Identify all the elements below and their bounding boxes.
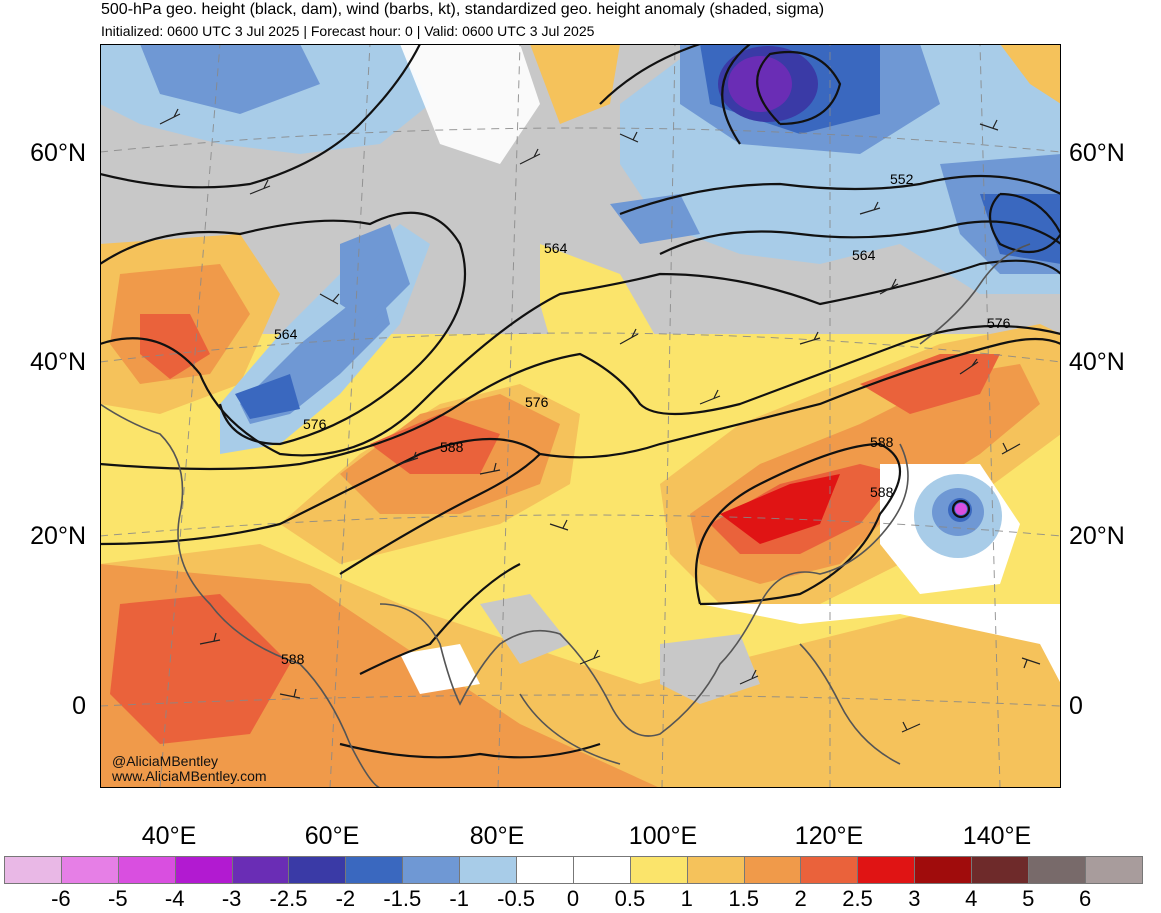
- lon-label: 140°E: [962, 822, 1032, 850]
- colorbar-swatch: [857, 856, 916, 884]
- contour-label: 588: [870, 434, 894, 450]
- lon-label: 40°E: [141, 822, 197, 850]
- lon-label: 60°E: [304, 822, 360, 850]
- colorbar-tick-label: -5: [108, 886, 128, 911]
- colorbar-swatch: [743, 856, 802, 884]
- credit-website: www.AliciaMBentley.com: [112, 768, 267, 784]
- contour-label: 576: [303, 416, 327, 432]
- colorbar-swatch: [4, 856, 62, 884]
- lat-label-right: 0: [1069, 692, 1083, 720]
- colorbar-tick-label: -0.5: [497, 886, 536, 911]
- colorbar-tick-label: -1: [449, 886, 469, 911]
- colorbar-swatch: [800, 856, 859, 884]
- colorbar-tick-label: 6: [1078, 886, 1092, 911]
- colorbar-swatch: [174, 856, 233, 884]
- contour-label: 576: [987, 315, 1011, 331]
- colorbar-tick-label: -2: [335, 886, 356, 911]
- colorbar-tick-label: -4: [164, 886, 185, 911]
- lat-label-right: 40°N: [1069, 348, 1125, 376]
- colorbar-tick-label: -3: [221, 886, 242, 911]
- lat-label-left: 40°N: [30, 348, 86, 376]
- lat-label-right: 60°N: [1069, 139, 1125, 167]
- colorbar-swatch: [345, 856, 404, 884]
- colorbar-swatch: [572, 856, 631, 884]
- lat-label-left: 20°N: [30, 522, 86, 550]
- contour-label: 588: [870, 484, 894, 500]
- lat-label-left: 60°N: [30, 139, 86, 167]
- contour-label: 564: [852, 247, 876, 263]
- colorbar-swatch: [516, 856, 574, 884]
- colorbar-tick-label: 0.5: [614, 886, 646, 911]
- chart-title: 500-hPa geo. height (black, dam), wind (…: [101, 1, 825, 18]
- colorbar-tick-label: 0: [566, 886, 580, 911]
- lon-label: 120°E: [794, 822, 864, 850]
- colorbar-tick-label: -1.5: [383, 886, 422, 911]
- graticule: [100, 44, 1061, 788]
- colorbar-tick-label: 2: [794, 886, 807, 911]
- credit-handle: @AliciaMBentley: [112, 753, 219, 769]
- wind-barbs: [159, 108, 1041, 733]
- colorbar-swatch: [1084, 856, 1143, 884]
- colorbar-tick-label: 1.5: [728, 886, 759, 911]
- colorbar: [4, 856, 1143, 884]
- colorbar-swatch: [914, 856, 973, 884]
- map-border: [100, 44, 1061, 788]
- contour-label: 552: [890, 171, 914, 187]
- colorbar-ticks: -6 -5 -4 -3 -2.5 -2 -1.5 -1 -0.5 0 0.5 1 1.5 2 2.5 3 4 5 6: [0, 886, 1161, 912]
- contour-label: 564: [274, 326, 298, 342]
- colorbar-swatch: [459, 856, 518, 884]
- coastlines: [100, 243, 1031, 788]
- colorbar-tick-label: 3: [908, 886, 921, 911]
- colorbar-swatch: [686, 856, 745, 884]
- height-contours: [100, 44, 1061, 759]
- lat-label-right: 20°N: [1069, 522, 1125, 550]
- contour-label: 564: [544, 240, 568, 256]
- colorbar-swatch: [402, 856, 461, 884]
- anomaly-shading: [100, 44, 1061, 788]
- contour-label: 576: [525, 394, 549, 410]
- colorbar-tick-label: 1: [680, 886, 693, 911]
- contour-label: 588: [440, 439, 464, 455]
- colorbar-tick-label: 2.5: [842, 886, 873, 911]
- contour-label: 588: [281, 651, 305, 667]
- lon-label: 80°E: [469, 822, 525, 850]
- lon-label: 100°E: [628, 822, 698, 850]
- colorbar-tick-label: 4: [965, 886, 978, 911]
- colorbar-swatch: [629, 856, 688, 884]
- lat-label-left: 0: [72, 692, 86, 720]
- map-panel: 552 564 564 564 576 576 576 588 588 588 …: [100, 44, 1061, 788]
- colorbar-swatch: [231, 856, 290, 884]
- colorbar-swatch: [971, 856, 1030, 884]
- colorbar-swatch: [117, 856, 176, 884]
- colorbar-swatch: [60, 856, 119, 884]
- contour-labels: 552 564 564 564 576 576 576 588 588 588 …: [274, 171, 1011, 667]
- chart-subtitle: Initialized: 0600 UTC 3 Jul 2025 | Forec…: [101, 23, 595, 39]
- colorbar-tick-label: -6: [51, 886, 71, 911]
- colorbar-tick-label: 5: [1022, 886, 1035, 911]
- colorbar-tick-label: -2.5: [269, 886, 308, 911]
- colorbar-swatch: [288, 856, 347, 884]
- colorbar-swatch: [1028, 856, 1086, 884]
